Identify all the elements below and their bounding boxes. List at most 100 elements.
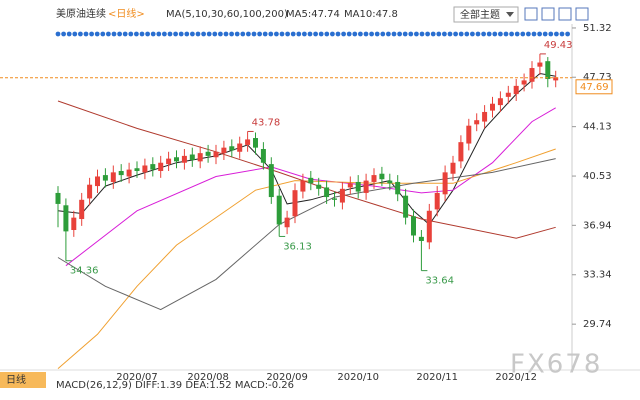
event-dot[interactable] bbox=[346, 31, 352, 37]
event-dot[interactable] bbox=[184, 31, 190, 37]
event-dot[interactable] bbox=[279, 31, 285, 37]
event-dot[interactable] bbox=[402, 31, 408, 37]
event-dot[interactable] bbox=[526, 31, 531, 37]
event-dot[interactable] bbox=[537, 31, 542, 37]
period-tab-label[interactable]: 日线 bbox=[6, 373, 26, 386]
event-dot[interactable] bbox=[94, 31, 100, 37]
event-dot[interactable] bbox=[290, 31, 296, 37]
event-dot[interactable] bbox=[212, 31, 218, 37]
event-dot[interactable] bbox=[83, 31, 89, 37]
event-dot[interactable] bbox=[122, 31, 128, 37]
event-dot[interactable] bbox=[117, 31, 122, 37]
event-dot[interactable] bbox=[240, 31, 246, 37]
toolbar[interactable] bbox=[524, 7, 589, 21]
event-dot[interactable] bbox=[257, 31, 262, 37]
event-dot[interactable] bbox=[425, 31, 430, 37]
event-dot[interactable] bbox=[302, 31, 307, 37]
event-dot[interactable] bbox=[274, 31, 279, 37]
event-dot[interactable] bbox=[520, 31, 526, 37]
event-dot[interactable] bbox=[514, 31, 520, 37]
event-dot[interactable] bbox=[531, 31, 537, 37]
event-dot[interactable] bbox=[218, 31, 223, 37]
event-dot[interactable] bbox=[246, 31, 251, 37]
event-dot[interactable] bbox=[486, 31, 492, 37]
event-dot[interactable] bbox=[156, 31, 162, 37]
event-dot[interactable] bbox=[178, 31, 184, 37]
event-dot[interactable] bbox=[414, 31, 419, 37]
event-dot[interactable] bbox=[503, 31, 509, 37]
event-dot[interactable] bbox=[313, 31, 318, 37]
event-dot[interactable] bbox=[206, 31, 212, 37]
event-dot[interactable] bbox=[352, 31, 358, 37]
event-dot[interactable] bbox=[470, 31, 475, 37]
event-dot[interactable] bbox=[111, 31, 117, 37]
event-dot[interactable] bbox=[201, 31, 207, 37]
event-dot[interactable] bbox=[78, 31, 83, 37]
event-dot[interactable] bbox=[548, 31, 554, 37]
event-dot[interactable] bbox=[128, 31, 134, 37]
event-dot[interactable] bbox=[335, 31, 341, 37]
event-dot[interactable] bbox=[442, 31, 447, 37]
event-dot[interactable] bbox=[492, 31, 498, 37]
event-dot[interactable] bbox=[89, 31, 94, 37]
theme-button[interactable] bbox=[453, 6, 519, 23]
event-dot[interactable] bbox=[318, 31, 324, 37]
event-dot[interactable] bbox=[559, 31, 565, 37]
event-dot[interactable] bbox=[380, 31, 386, 37]
event-dot[interactable] bbox=[145, 31, 151, 37]
event-dot[interactable] bbox=[430, 31, 436, 37]
event-dot[interactable] bbox=[190, 31, 195, 37]
tool-icon[interactable] bbox=[558, 7, 572, 21]
period-tab[interactable] bbox=[0, 372, 46, 388]
event-dot[interactable] bbox=[408, 31, 414, 37]
event-dot[interactable] bbox=[330, 31, 335, 37]
event-dot[interactable] bbox=[391, 31, 397, 37]
event-dot[interactable] bbox=[386, 31, 391, 37]
event-dot[interactable] bbox=[307, 31, 313, 37]
event-dot[interactable] bbox=[436, 31, 442, 37]
event-dot[interactable] bbox=[229, 31, 235, 37]
period[interactable]: <日线> bbox=[108, 7, 145, 20]
event-dot[interactable] bbox=[55, 31, 61, 37]
event-dot[interactable] bbox=[66, 31, 72, 37]
event-dot[interactable] bbox=[234, 31, 240, 37]
tool-icon[interactable] bbox=[575, 7, 589, 21]
theme-button-label[interactable]: 全部主题 bbox=[460, 8, 500, 21]
tool-icon[interactable] bbox=[524, 7, 538, 21]
event-dot[interactable] bbox=[251, 31, 257, 37]
event-dot[interactable] bbox=[139, 31, 145, 37]
event-dot[interactable] bbox=[554, 31, 559, 37]
event-dot[interactable] bbox=[458, 31, 464, 37]
event-dot[interactable] bbox=[167, 31, 173, 37]
event-dot[interactable] bbox=[268, 31, 274, 37]
event-dot[interactable] bbox=[419, 31, 425, 37]
event-dot[interactable] bbox=[324, 31, 330, 37]
event-dot[interactable] bbox=[453, 31, 458, 37]
event-dot[interactable] bbox=[565, 31, 570, 37]
event-dot[interactable] bbox=[464, 31, 470, 37]
event-dot[interactable] bbox=[296, 31, 302, 37]
event-dot[interactable] bbox=[134, 31, 139, 37]
event-dot[interactable] bbox=[369, 31, 374, 37]
event-dot[interactable] bbox=[542, 31, 548, 37]
event-dot[interactable] bbox=[374, 31, 380, 37]
event-dot[interactable] bbox=[100, 31, 106, 37]
event-dot[interactable] bbox=[397, 31, 402, 37]
event-dot[interactable] bbox=[475, 31, 481, 37]
event-dot[interactable] bbox=[509, 31, 514, 37]
event-dot[interactable] bbox=[162, 31, 167, 37]
event-dot[interactable] bbox=[498, 31, 503, 37]
event-dot[interactable] bbox=[106, 31, 111, 37]
event-dot[interactable] bbox=[341, 31, 346, 37]
event-dot[interactable] bbox=[447, 31, 453, 37]
event-dot[interactable] bbox=[61, 31, 66, 37]
event-dot[interactable] bbox=[285, 31, 290, 37]
event-dot[interactable] bbox=[150, 31, 156, 37]
event-dot[interactable] bbox=[358, 31, 363, 37]
event-dot[interactable] bbox=[173, 31, 179, 37]
event-dot[interactable] bbox=[223, 31, 229, 37]
event-dot[interactable] bbox=[195, 31, 201, 37]
event-dot[interactable] bbox=[481, 31, 486, 37]
event-dot[interactable] bbox=[262, 31, 268, 37]
event-dot[interactable] bbox=[363, 31, 369, 37]
